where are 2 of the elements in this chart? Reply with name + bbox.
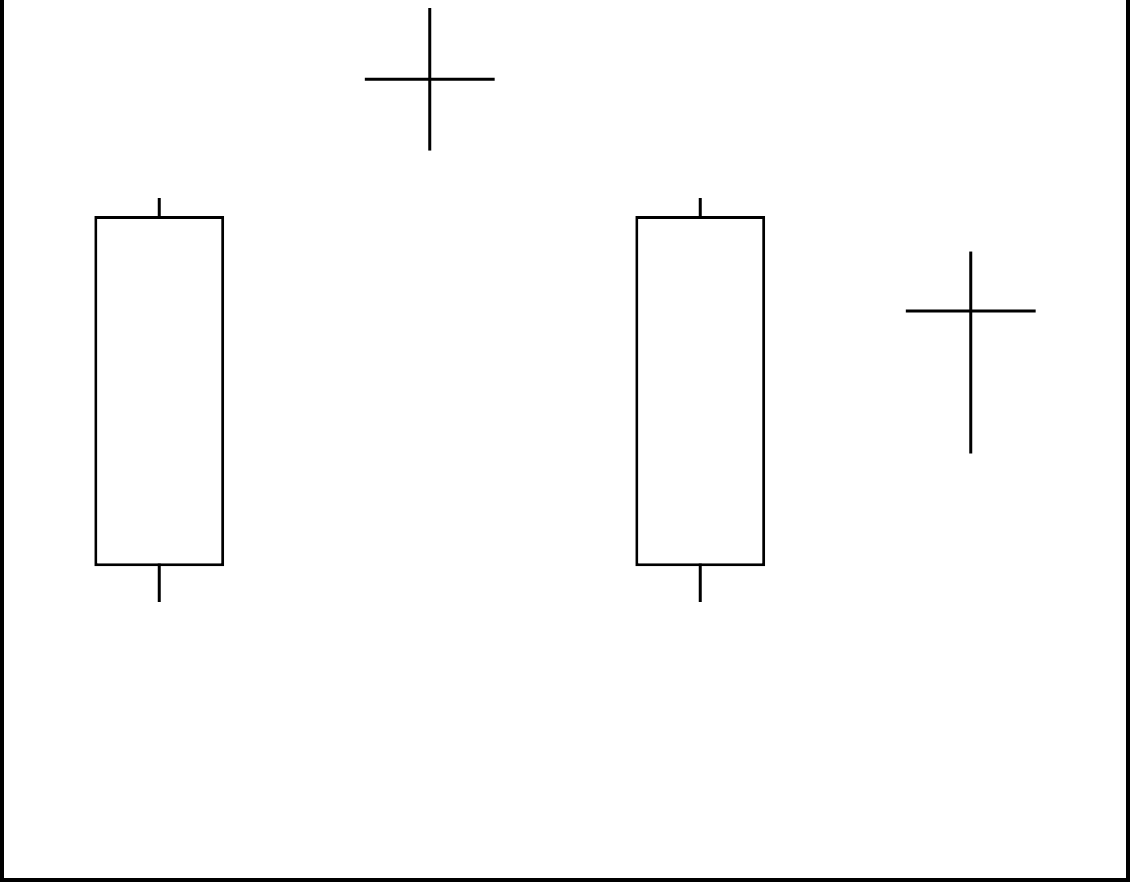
candlestick — [904, 250, 1038, 455]
candlestick — [363, 6, 497, 153]
